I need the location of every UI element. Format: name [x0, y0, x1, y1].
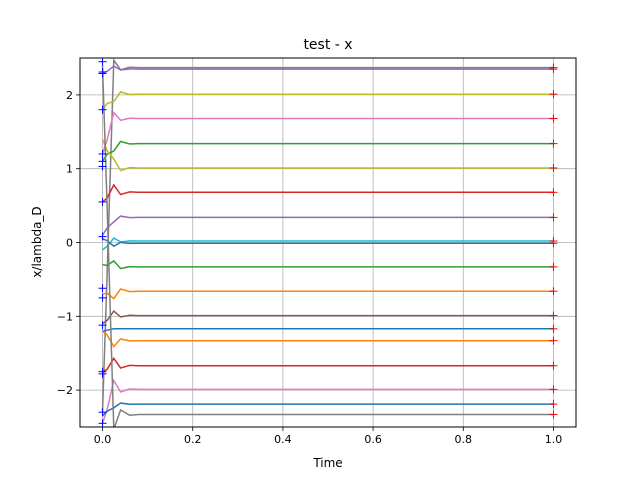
series-line-14	[102, 330, 554, 348]
chart-title: test - x	[303, 37, 352, 53]
series-line-2	[101, 91, 554, 111]
x-tick-label: 0.8	[455, 433, 473, 446]
series-line-10	[102, 259, 554, 270]
end-marker-3	[549, 114, 558, 123]
start-marker-9	[98, 293, 107, 302]
series-line-13	[102, 328, 554, 332]
end-marker-9	[549, 239, 558, 248]
y-axis-label: x/lambda_D	[30, 206, 44, 277]
end-marker-6	[549, 188, 558, 197]
series-line-17	[101, 402, 554, 417]
y-tick-label: 2	[66, 89, 73, 102]
end-marker-14	[549, 336, 558, 345]
start-marker-2	[98, 105, 107, 114]
start-marker-10	[98, 321, 107, 330]
y-tick-label: −1	[57, 310, 73, 323]
end-marker-1	[549, 65, 558, 74]
tick-layer: 0.0 0.2 0.4 0.6 0.8 1.0 −2 −1 0 1 2	[57, 89, 562, 446]
x-tick-label: 0.2	[184, 433, 202, 446]
x-tick-label: 0.6	[364, 433, 382, 446]
end-marker-13	[549, 324, 558, 333]
series-line-3	[101, 111, 554, 155]
start-marker-14	[98, 408, 107, 417]
start-marker-7	[98, 232, 107, 241]
end-marker-18	[549, 410, 558, 419]
start-marker-13	[98, 419, 107, 427]
x-tick-label: 0.0	[94, 433, 112, 446]
end-marker-11	[549, 287, 558, 296]
x-tick-label: 1.0	[545, 433, 563, 446]
start-marker-15	[98, 58, 107, 66]
end-marker-17	[549, 400, 558, 409]
series-line-15	[102, 357, 554, 373]
start-marker-6	[98, 197, 107, 206]
end-marker-5	[549, 163, 558, 172]
start-marker-1	[98, 69, 107, 78]
end-marker-4	[549, 139, 558, 148]
start-marker-5	[98, 162, 107, 171]
end-marker-16	[549, 385, 558, 394]
end-marker-7	[549, 213, 558, 222]
start-marker-12	[98, 369, 107, 378]
series-line-18	[101, 65, 554, 427]
marker-layer	[98, 58, 558, 427]
series-line-5	[101, 138, 554, 172]
end-marker-10	[549, 262, 558, 271]
y-tick-label: 1	[66, 163, 73, 176]
series-layer	[101, 58, 554, 427]
start-marker-8	[98, 284, 107, 293]
series-line-12	[102, 310, 554, 325]
y-tick-label: −2	[57, 384, 73, 397]
end-marker-15	[549, 361, 558, 370]
x-tick-label: 0.4	[274, 433, 292, 446]
series-line-9	[102, 238, 554, 248]
series-line-4	[101, 140, 554, 162]
end-marker-12	[549, 311, 558, 320]
series-line-16	[101, 378, 554, 424]
start-marker-3	[98, 149, 107, 158]
x-axis-label: Time	[312, 456, 342, 470]
end-marker-2	[549, 90, 558, 99]
y-tick-label: 0	[66, 237, 73, 250]
series-line-1	[102, 65, 554, 74]
series-line-11	[102, 288, 554, 300]
